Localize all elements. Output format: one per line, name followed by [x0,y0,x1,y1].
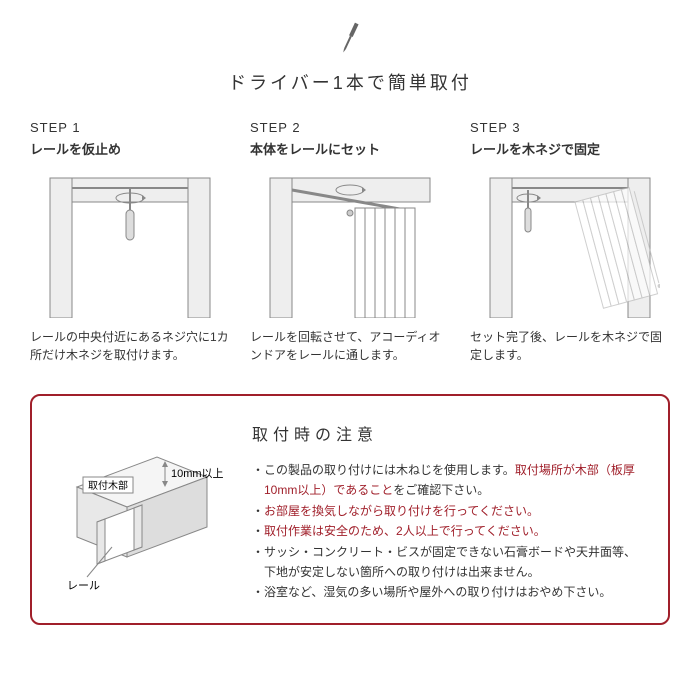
caution-list: ・この製品の取り付けには木ねじを使用します。取付場所が木部（板厚10mm以上）で… [252,460,643,603]
step-description: セット完了後、レールを木ネジで固定します。 [470,328,670,364]
caution-title: 取付時の注意 [252,421,643,445]
step-3: STEP 3 レールを木ネジで固定 [470,120,670,364]
caution-box: 取付木部 10mm以上 レール 取付時の注意 ・この製品の取り付けには木ねじを使… [30,394,670,625]
step-description: レールを回転させて、アコーディオンドアをレールに通します。 [250,328,450,364]
label-wood: 取付木部 [88,479,128,492]
label-thickness: 10mm以上 [171,467,224,480]
caution-item: ・取付作業は安全のため、2人以上で行ってください。 [252,521,643,541]
header-title: ドライバー1本で簡単取付 [30,69,670,95]
step-number: STEP 3 [470,120,670,135]
header: ドライバー1本で簡単取付 [30,20,670,95]
step-2: STEP 2 本体をレールにセット [250,120,450,364]
step-illustration [250,168,450,318]
label-rail: レール [67,580,100,592]
caution-item: ・浴室など、湿気の多い場所や屋外への取り付けはおやめ下さい。 [252,582,643,602]
caution-item: ・サッシ・コンクリート・ビスが固定できない石膏ボードや天井面等、下地が安定しない… [252,542,643,583]
caution-content: 取付時の注意 ・この製品の取り付けには木ねじを使用します。取付場所が木部（板厚1… [252,421,643,603]
step-description: レールの中央付近にあるネジ穴に1カ所だけ木ネジを取付けます。 [30,328,230,364]
step-title: レールを木ネジで固定 [470,139,670,158]
step-illustration [30,168,230,318]
step-number: STEP 1 [30,120,230,135]
steps-row: STEP 1 レールを仮止め レールの中央付近にあるネジ穴に1カ所だけ木ネジを取… [30,120,670,364]
caution-item: ・この製品の取り付けには木ねじを使用します。取付場所が木部（板厚10mm以上）で… [252,460,643,501]
step-illustration [470,168,670,318]
screwdriver-icon [30,20,670,61]
step-number: STEP 2 [250,120,450,135]
step-title: レールを仮止め [30,139,230,158]
step-1: STEP 1 レールを仮止め レールの中央付近にあるネジ穴に1カ所だけ木ネジを取… [30,120,230,364]
caution-item: ・お部屋を換気しながら取り付けを行ってください。 [252,501,643,521]
step-title: 本体をレールにセット [250,139,450,158]
caution-diagram: 取付木部 10mm以上 レール [57,421,227,603]
